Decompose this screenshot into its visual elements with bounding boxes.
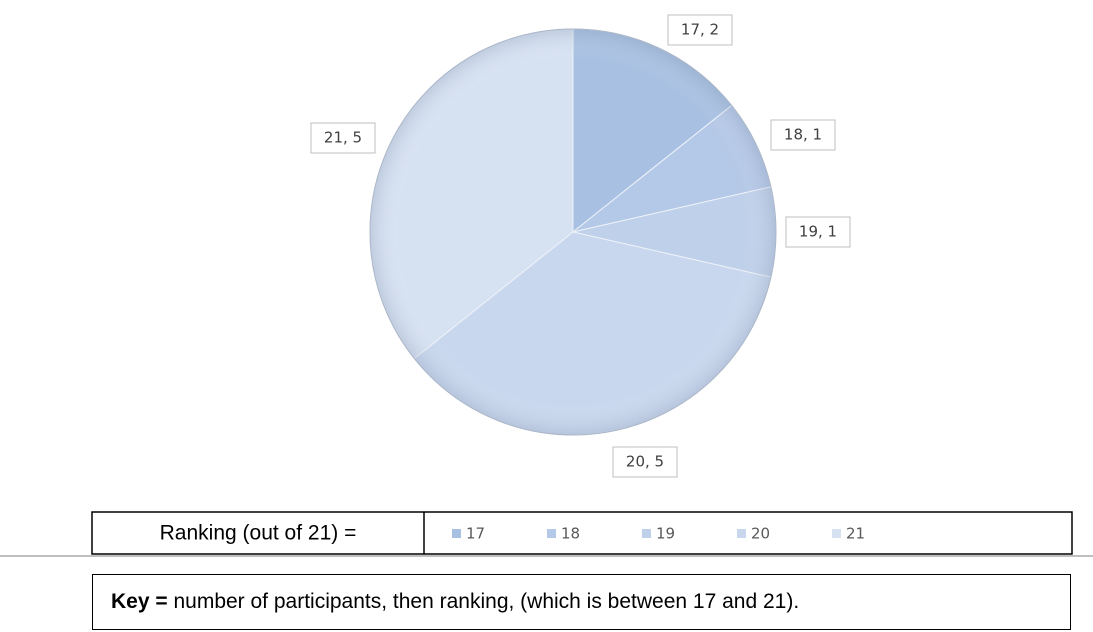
legend-entry: 20: [751, 525, 770, 543]
data-label-box: [667, 14, 733, 46]
data-label: 19, 1: [799, 223, 837, 241]
legend-swatch: [832, 529, 841, 538]
legend-entry: 19: [656, 525, 675, 543]
legend-entry: 18: [561, 525, 580, 543]
legend-swatch: [547, 529, 556, 538]
pie-shade: [369, 28, 777, 436]
chart: Ranking (out of 21) = 17, 2 18, 1 19, 1 20,…: [0, 14, 1093, 557]
data-label: 21, 5: [324, 129, 362, 147]
legend-title: Ranking (out of 21) =: [160, 522, 357, 545]
key-box: Key = number of participants, then ranki…: [92, 574, 1071, 630]
legend-swatch: [452, 529, 461, 538]
legend-swatch: [737, 529, 746, 538]
data-label-box: [310, 122, 376, 154]
data-label: 20, 5: [626, 453, 664, 471]
key-text: number of participants, then ranking, (w…: [173, 590, 800, 613]
legend-table: [91, 511, 1073, 555]
data-label-box: [785, 216, 851, 248]
legend-entry: 17: [466, 525, 485, 543]
key-label: Key =: [111, 590, 168, 613]
data-label-box: [612, 446, 678, 478]
legend-entry: 21: [846, 525, 865, 543]
data-label-box: [770, 119, 836, 151]
data-label: 18, 1: [784, 126, 822, 144]
legend-swatch: [642, 529, 651, 538]
pie: [369, 28, 777, 436]
data-label: 17, 2: [681, 21, 719, 39]
